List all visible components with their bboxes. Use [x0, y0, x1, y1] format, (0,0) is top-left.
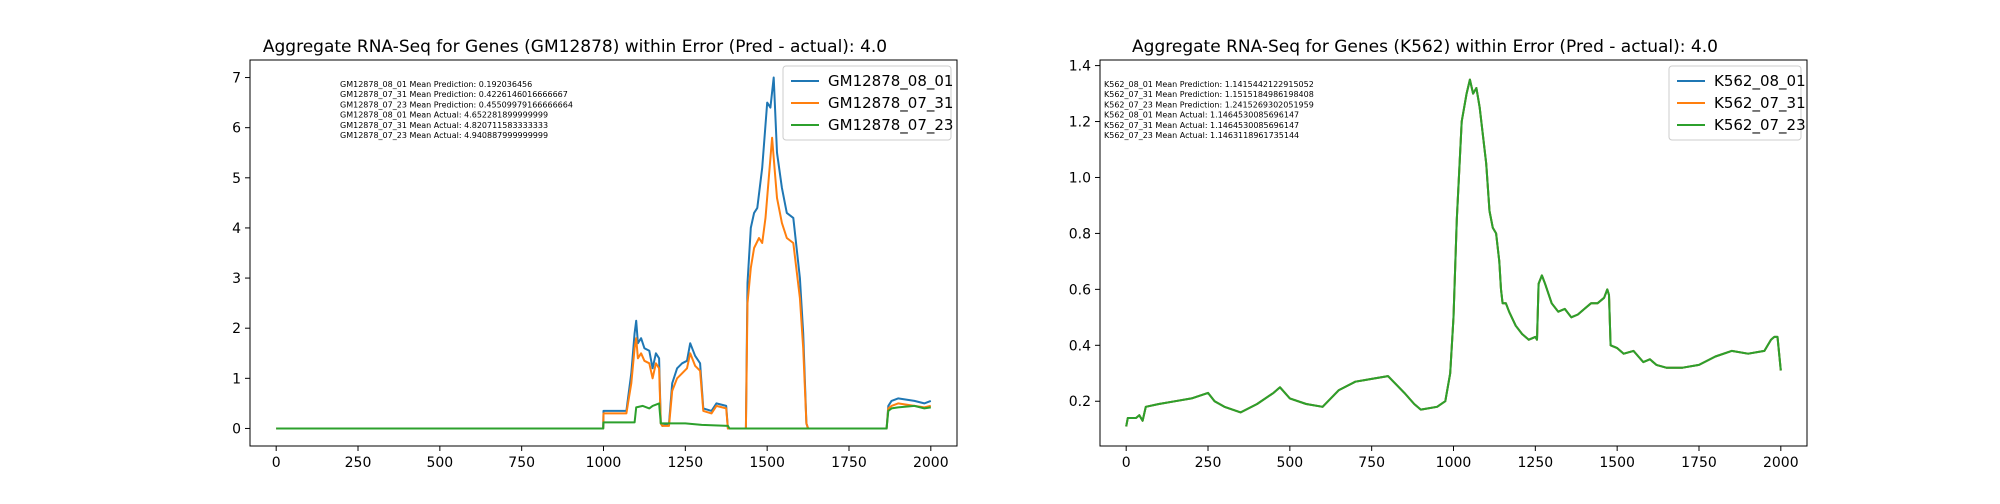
stats-annotation-line: GM12878_08_01 Mean Prediction: 0.1920364… [340, 80, 532, 89]
legend-label: K562_07_23 [1714, 116, 1806, 135]
x-tick-label: 500 [426, 455, 453, 471]
x-tick-label: 250 [345, 455, 372, 471]
stats-annotation-line: K562_08_01 Mean Actual: 1.14645300856961… [1104, 111, 1299, 120]
x-tick-label: 1000 [1436, 455, 1472, 471]
x-tick-label: 1750 [1681, 455, 1717, 471]
stats-annotation-line: K562_07_31 Mean Actual: 1.14645300856961… [1104, 121, 1299, 130]
x-tick-label: 500 [1276, 455, 1303, 471]
x-tick-label: 1000 [586, 455, 622, 471]
stats-annotation-line: K562_08_01 Mean Prediction: 1.1415442122… [1104, 80, 1314, 89]
x-tick-label: 750 [1358, 455, 1385, 471]
x-tick-label: 1250 [1518, 455, 1554, 471]
y-tick-label: 6 [232, 121, 241, 137]
stats-annotation-line: K562_07_23 Mean Actual: 1.14631189617351… [1104, 131, 1299, 140]
chart-gm12878: Aggregate RNA-Seq for Genes (GM12878) wi… [232, 37, 958, 471]
legend-label: K562_08_01 [1714, 72, 1806, 91]
legend-label: GM12878_07_23 [828, 116, 953, 135]
x-tick-label: 0 [272, 455, 281, 471]
stats-annotation-line: GM12878_07_31 Mean Prediction: 0.4226146… [340, 90, 568, 99]
x-tick-label: 0 [1122, 455, 1131, 471]
y-tick-label: 1.4 [1069, 59, 1091, 75]
series-line-gm12878-07-31 [276, 136, 932, 430]
y-tick-label: 0.6 [1069, 282, 1091, 298]
x-tick-label: 1500 [1599, 455, 1635, 471]
legend-label: K562_07_31 [1714, 94, 1806, 113]
stats-annotation-line: K562_07_31 Mean Prediction: 1.1515184986… [1104, 90, 1314, 99]
stats-annotation-line: GM12878_08_01 Mean Actual: 4.65228189999… [340, 111, 548, 120]
x-tick-label: 1250 [668, 455, 704, 471]
series-line-gm12878-07-23 [276, 402, 931, 430]
x-tick-label: 250 [1195, 455, 1222, 471]
x-tick-label: 1500 [749, 455, 785, 471]
y-tick-label: 4 [232, 221, 241, 237]
y-tick-label: 1.0 [1069, 170, 1091, 186]
x-tick-label: 750 [508, 455, 535, 471]
stats-annotation-line: GM12878_07_23 Mean Actual: 4.94088799999… [340, 131, 548, 140]
stats-annotation-line: GM12878_07_23 Mean Prediction: 0.4550997… [340, 100, 573, 109]
legend: GM12878_08_01 GM12878_07_31 GM12878_07_23 [782, 65, 953, 141]
legend-box [782, 65, 952, 141]
legend: K562_08_01 K562_07_31 K562_07_23 [1668, 65, 1806, 141]
y-tick-label: 7 [232, 71, 241, 87]
y-tick-label: 2 [232, 321, 241, 337]
x-tick-label: 2000 [913, 455, 949, 471]
y-tick-label: 0.8 [1069, 226, 1091, 242]
y-tick-label: 0.2 [1069, 394, 1091, 410]
y-tick-label: 1.2 [1069, 115, 1091, 131]
chart-title: Aggregate RNA-Seq for Genes (K562) withi… [1132, 37, 1718, 57]
chart-title: Aggregate RNA-Seq for Genes (GM12878) wi… [263, 37, 887, 57]
legend-box [1668, 65, 1802, 141]
x-tick-label: 2000 [1763, 455, 1799, 471]
chart-k562: Aggregate RNA-Seq for Genes (K562) withi… [1069, 37, 1808, 471]
x-tick-label: 1750 [831, 455, 867, 471]
legend-label: GM12878_08_01 [828, 72, 953, 91]
y-tick-label: 1 [232, 371, 241, 387]
series-line-k562-07-23 [1125, 78, 1782, 427]
y-tick-label: 0.4 [1069, 338, 1091, 354]
y-tick-label: 5 [232, 171, 241, 187]
stats-annotation-line: K562_07_23 Mean Prediction: 1.2415269302… [1104, 100, 1314, 109]
stats-annotation-line: GM12878_07_31 Mean Actual: 4.82071158333… [340, 121, 548, 130]
legend-label: GM12878_07_31 [828, 94, 953, 113]
y-tick-label: 3 [232, 271, 241, 287]
y-tick-label: 0 [232, 421, 241, 437]
